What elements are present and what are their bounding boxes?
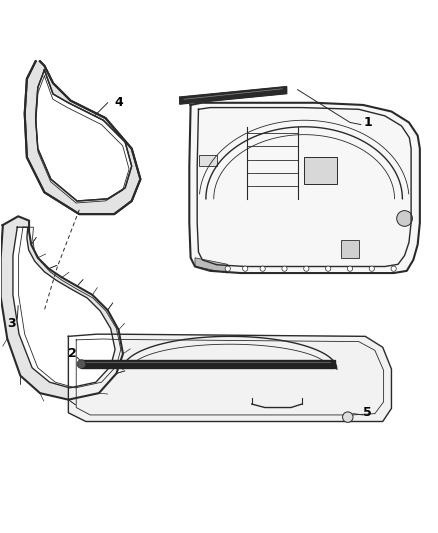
Text: 2: 2 <box>68 348 77 360</box>
Text: 4: 4 <box>114 96 123 109</box>
Polygon shape <box>13 227 115 388</box>
Text: 3: 3 <box>7 317 16 330</box>
Circle shape <box>260 266 265 271</box>
Text: 1: 1 <box>363 116 372 129</box>
Circle shape <box>282 266 287 271</box>
Circle shape <box>77 360 86 368</box>
Polygon shape <box>1 216 123 400</box>
Polygon shape <box>81 360 335 368</box>
Circle shape <box>243 266 248 271</box>
Polygon shape <box>35 70 132 201</box>
Polygon shape <box>195 258 228 273</box>
Text: 5: 5 <box>363 406 372 419</box>
Polygon shape <box>68 334 392 422</box>
Circle shape <box>397 211 413 227</box>
Circle shape <box>225 266 230 271</box>
Polygon shape <box>25 61 141 214</box>
Circle shape <box>325 266 331 271</box>
Circle shape <box>347 266 353 271</box>
Polygon shape <box>180 87 287 104</box>
Circle shape <box>369 266 374 271</box>
FancyBboxPatch shape <box>341 240 359 258</box>
Circle shape <box>343 412 353 422</box>
Polygon shape <box>189 103 420 273</box>
FancyBboxPatch shape <box>199 155 217 166</box>
Circle shape <box>391 266 396 271</box>
FancyBboxPatch shape <box>304 157 337 183</box>
Circle shape <box>304 266 309 271</box>
